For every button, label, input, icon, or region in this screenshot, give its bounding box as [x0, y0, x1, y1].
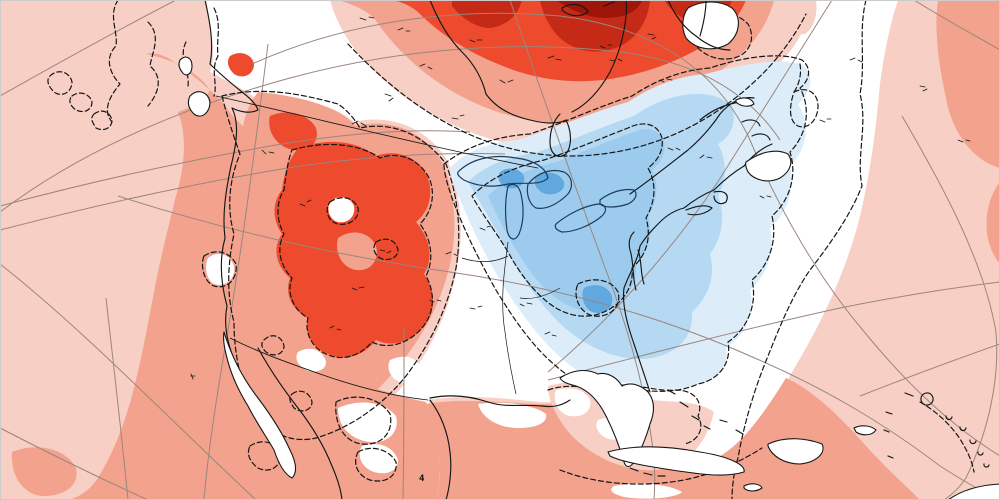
white-hole-rockies — [328, 197, 355, 223]
bahamas — [667, 389, 744, 435]
cape-cod — [713, 190, 728, 205]
florida-keys — [629, 467, 666, 477]
white-pocket-texas — [388, 356, 422, 384]
hudson-bay-islands — [561, 1, 615, 17]
chesapeake-bay — [628, 231, 645, 291]
cool-dark-spot-lake-huron — [534, 172, 565, 195]
lake-huron — [526, 169, 573, 209]
lesser-antilles — [883, 392, 990, 468]
cool-medium-core — [488, 129, 665, 311]
mexico-gulf-coast — [429, 399, 452, 500]
puerto-rico — [853, 425, 877, 436]
white-pocket-gulf-west — [478, 402, 547, 428]
great-lakes — [457, 155, 637, 240]
warm-darkred-top-1 — [452, 0, 522, 28]
hispaniola — [767, 438, 824, 465]
mexico-west-coast — [257, 347, 343, 500]
white-pocket-gulf-florida — [554, 388, 591, 417]
warm-salmon-atlantic-edge — [986, 182, 1000, 264]
cuba — [607, 446, 745, 476]
cool-dark-spot-carolinas — [582, 285, 613, 314]
labrador-coast — [667, 0, 731, 51]
us-mexico-border — [229, 337, 429, 401]
haida-gwaii-island — [178, 56, 193, 76]
pacific-coastline — [204, 0, 259, 365]
caribbean-islands — [607, 389, 1000, 500]
warm-salmon-southwest-corner — [11, 447, 77, 496]
warm-pale-quebec-pocket — [792, 0, 817, 35]
lake-michigan — [505, 183, 524, 240]
gaspe-pei-coast — [741, 119, 771, 141]
warm-pale-atlantic-caribbean — [428, 0, 1000, 500]
warm-salmon-hole-in-red — [336, 232, 377, 271]
long-island — [685, 205, 713, 216]
warm-red-bc-spot-north — [227, 53, 254, 77]
neutral-pockets — [206, 197, 682, 499]
newfoundland — [682, 1, 739, 50]
coastlines — [178, 0, 1000, 500]
warm-salmon-caribbean — [426, 378, 920, 500]
us-canada-border — [215, 95, 539, 169]
contour-label: 4 — [419, 474, 425, 484]
vancouver-island — [187, 91, 211, 117]
white-pocket-south-of-cuba — [611, 483, 682, 499]
us-east-coast — [622, 165, 745, 393]
white-pocket-mexico-3 — [296, 348, 326, 372]
james-bay — [549, 113, 572, 157]
terrain-texture-marks — [190, 16, 971, 380]
hudson-bay-west-shore — [429, 0, 567, 124]
gulf-coast — [429, 395, 571, 408]
cool-anomaly-regions — [450, 61, 811, 390]
warm-salmon-atlantic-topright — [936, 0, 1000, 168]
jamaica — [743, 483, 763, 492]
south-america-coast-sliver — [947, 483, 1000, 500]
rivers — [461, 241, 561, 395]
white-pocket-mexico-2 — [359, 443, 398, 474]
anticosti-island — [735, 97, 755, 107]
white-hole-coastal — [206, 253, 235, 285]
baja-california — [223, 331, 297, 479]
white-pocket-mexico-1 — [338, 402, 397, 443]
contour-dashed-loops — [47, 9, 819, 482]
lake-superior — [457, 155, 549, 187]
contour-lines — [47, 0, 975, 500]
lake-erie — [554, 203, 607, 233]
nova-scotia — [745, 150, 792, 182]
lake-ontario — [599, 188, 637, 208]
hudson-bay-east-shore — [571, 0, 628, 113]
florida-peninsula — [559, 369, 655, 468]
